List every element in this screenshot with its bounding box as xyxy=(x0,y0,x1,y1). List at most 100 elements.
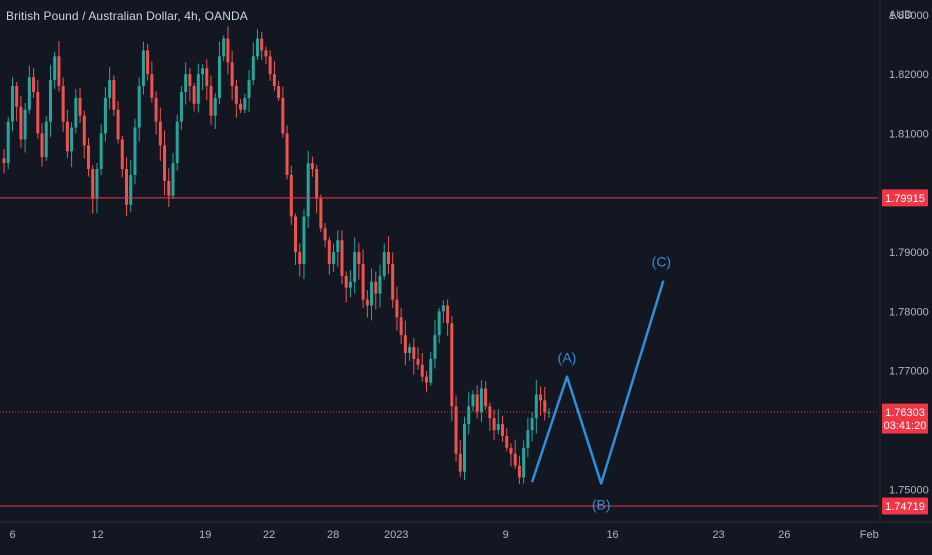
wave-label: (B) xyxy=(592,496,611,512)
candle-body xyxy=(374,281,378,294)
candle-body xyxy=(530,418,534,431)
candle-body xyxy=(395,299,399,318)
candle-body xyxy=(32,77,36,92)
wave-path xyxy=(530,280,665,485)
candle-body xyxy=(255,38,259,57)
candle-body xyxy=(137,86,141,128)
candle-body xyxy=(251,56,255,81)
elliott-wave-drawing[interactable]: (A) (B) (C) xyxy=(530,254,671,513)
candle-body xyxy=(133,127,137,175)
candle-body xyxy=(501,424,505,436)
candle-body xyxy=(361,263,365,300)
candle-body xyxy=(44,121,48,158)
time-tick-label: 22 xyxy=(263,529,275,541)
candle-body xyxy=(6,121,10,164)
candle-body xyxy=(184,74,188,92)
candle-body xyxy=(179,91,183,122)
candle-body xyxy=(336,240,340,253)
candle-body xyxy=(65,121,69,152)
candle-body xyxy=(171,163,175,196)
candle-body xyxy=(10,86,14,122)
candle-body xyxy=(277,86,281,98)
price-tick-label: 1.79000 xyxy=(889,247,929,259)
candle-body xyxy=(509,447,513,454)
candle-body xyxy=(82,115,86,146)
candle-body xyxy=(467,406,471,425)
candle-body xyxy=(429,358,433,383)
candle-body xyxy=(310,163,314,170)
time-tick-label: 2023 xyxy=(384,529,408,541)
candle-body xyxy=(205,68,209,87)
candle-body xyxy=(302,216,306,264)
price-tick-label: 1.77000 xyxy=(889,366,929,378)
price-tag-label: 1.79915 xyxy=(885,193,925,205)
candle-body xyxy=(348,281,352,288)
price-tag xyxy=(882,403,928,434)
candle-body xyxy=(412,347,416,359)
time-tick-label: 23 xyxy=(712,529,724,541)
candle-body xyxy=(226,38,230,63)
candle-body xyxy=(91,169,95,199)
candle-body xyxy=(146,50,150,75)
candle-body xyxy=(403,335,407,353)
candle-body xyxy=(27,77,31,110)
candle-body xyxy=(357,252,361,264)
candle-body xyxy=(234,86,238,104)
candle-body xyxy=(70,127,74,152)
price-tag xyxy=(882,497,928,515)
price-tag-label: 1.74719 xyxy=(885,501,925,513)
candle-body xyxy=(370,281,374,306)
candle-body xyxy=(57,56,61,87)
candle-body xyxy=(471,394,475,407)
price-tick-label: 1.78000 xyxy=(889,306,929,318)
candle-body xyxy=(492,418,496,431)
candle-body xyxy=(289,174,293,217)
candle-body xyxy=(167,180,171,196)
candle-body xyxy=(163,145,167,181)
candle-body xyxy=(188,74,192,87)
candle-body xyxy=(420,364,424,377)
time-tick-label: 28 xyxy=(327,529,339,541)
candle-body xyxy=(247,80,251,98)
candle-body xyxy=(222,38,226,57)
candle-body xyxy=(547,412,551,414)
candle-body xyxy=(19,106,23,140)
price-axis[interactable]: 1.83000 1.82000 1.81000 1.79000 1.78000 1.770… xyxy=(889,10,929,497)
candle-body xyxy=(53,56,57,81)
candle-body xyxy=(327,240,331,264)
candle-body xyxy=(479,388,483,413)
candle-body xyxy=(285,133,289,175)
candlestick-series xyxy=(2,26,551,485)
candle-body xyxy=(2,158,6,164)
candle-body xyxy=(365,299,369,306)
candle-body xyxy=(99,133,103,170)
candle-body xyxy=(496,424,500,431)
wave-label: (A) xyxy=(558,350,577,366)
price-tag-label: 1.76303 xyxy=(885,407,925,419)
candle-body xyxy=(382,252,386,276)
candle-body xyxy=(458,453,462,472)
candle-body xyxy=(513,453,517,466)
wave-label: (C) xyxy=(652,254,671,270)
time-tick-label: 26 xyxy=(778,529,790,541)
candle-body xyxy=(78,97,82,116)
candle-body xyxy=(217,56,221,98)
candle-body xyxy=(306,163,310,217)
candle-body xyxy=(196,74,200,104)
candle-body xyxy=(74,97,78,128)
candle-body xyxy=(294,216,298,253)
candle-body xyxy=(158,121,162,146)
candle-body xyxy=(526,430,530,448)
price-tag xyxy=(882,189,928,207)
candle-body xyxy=(534,394,538,419)
time-axis[interactable]: 6 12 19 22 28 2023 9 16 23 26 Feb xyxy=(9,529,878,541)
candle-body xyxy=(475,394,479,413)
candle-body xyxy=(239,103,243,110)
time-tick-label: Feb xyxy=(860,529,879,541)
time-tick-label: 16 xyxy=(606,529,618,541)
candle-body xyxy=(243,97,247,110)
candle-body xyxy=(353,252,357,282)
price-tick-label: 1.83000 xyxy=(889,10,929,22)
